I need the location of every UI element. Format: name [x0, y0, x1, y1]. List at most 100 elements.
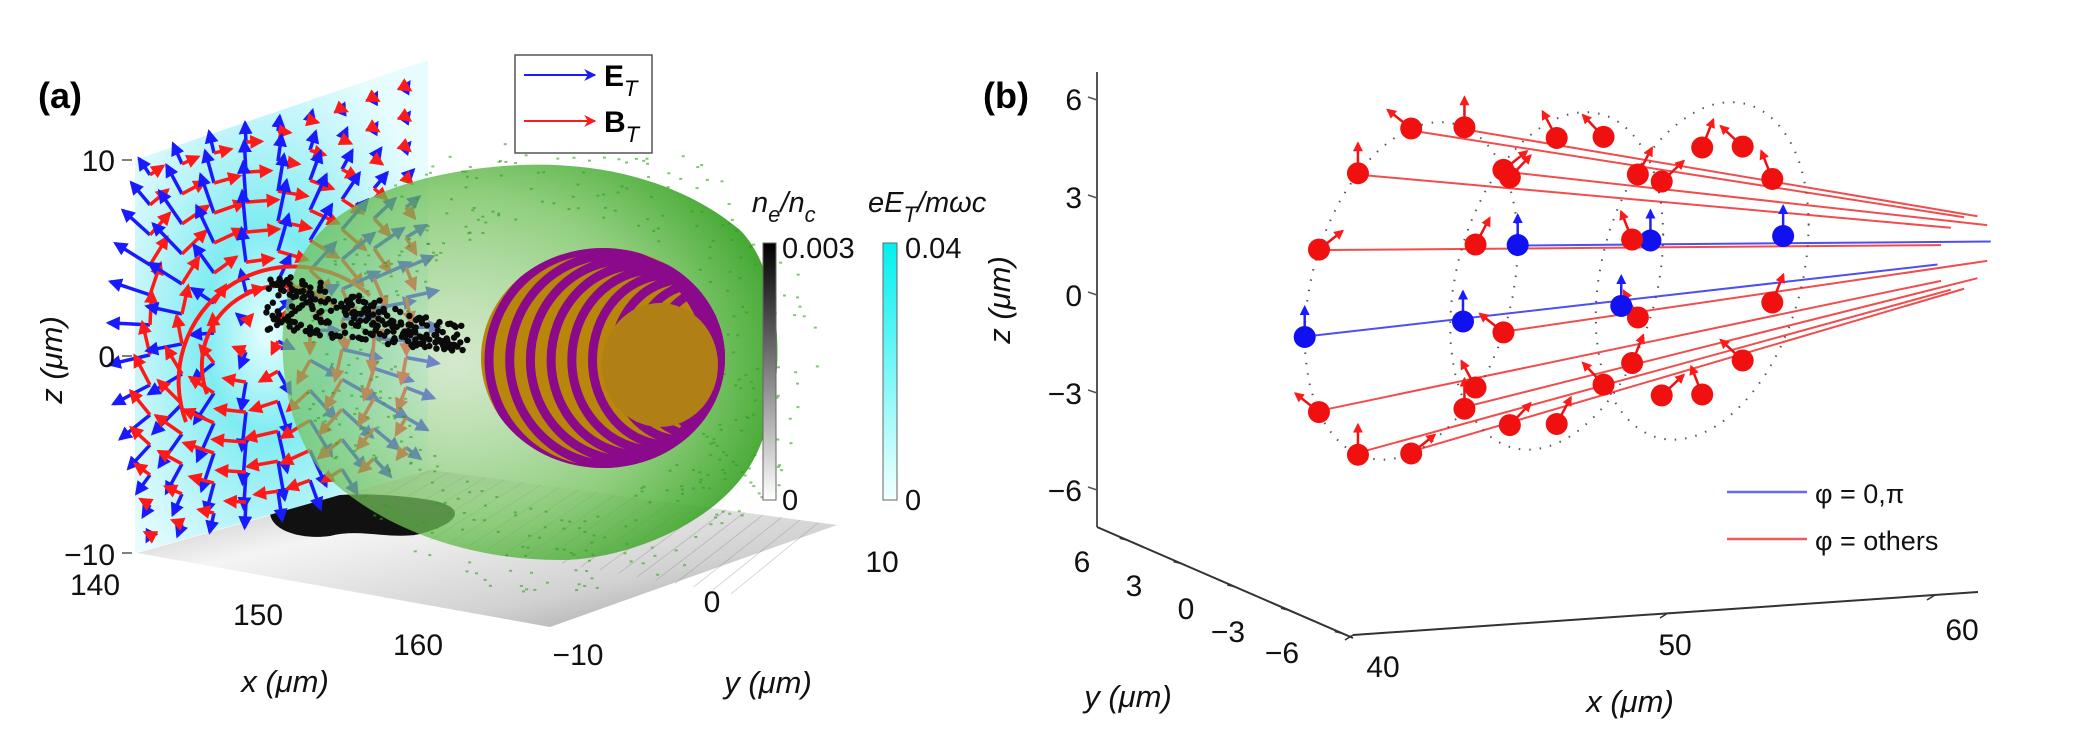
e-field-arrow [198, 452, 216, 494]
shell-speck [602, 156, 606, 159]
shell-speck [322, 414, 326, 417]
shell-speck [524, 554, 528, 557]
shell-speck [796, 273, 800, 276]
shell-speck [448, 155, 452, 158]
b-field-arrow [128, 388, 152, 416]
e-field-arrow [107, 278, 151, 297]
b-y-tick: −3 [1211, 616, 1245, 649]
panel-a-label: (a) [38, 75, 82, 116]
shell-speck [415, 270, 419, 273]
shell-speck [726, 289, 730, 292]
shell-speck [749, 244, 753, 247]
shell-speck [384, 265, 388, 268]
shell-speck [335, 455, 339, 458]
a-legend: ET BT [514, 54, 653, 154]
shell-speck [776, 394, 780, 397]
a-z-tick: 0 [98, 341, 115, 374]
e-field-arrow [236, 381, 251, 413]
shell-speck [394, 290, 398, 293]
trajectory-other [1348, 288, 1952, 457]
shell-speck [336, 281, 340, 284]
shell-speck [680, 485, 684, 488]
shell-speck [388, 470, 392, 473]
b-z-axis-label: z (μm) [982, 256, 1017, 345]
shell-speck [641, 562, 645, 565]
shell-speck [430, 481, 434, 484]
b-x-tick: 40 [1366, 651, 1399, 684]
shell-speck [571, 195, 575, 198]
bunch-electron [286, 281, 293, 288]
shell-speck [360, 385, 364, 388]
bunch-electron [410, 341, 417, 348]
shell-speck [499, 174, 503, 177]
e-field-arrow [236, 267, 251, 293]
shell-speck [525, 588, 529, 591]
electron-point-other [1545, 413, 1568, 435]
shell-speck [706, 473, 710, 476]
shell-speck [533, 588, 537, 591]
shell-speck [709, 523, 713, 526]
shell-speck [407, 238, 411, 241]
shell-speck [338, 423, 342, 426]
shell-speck [741, 305, 745, 308]
shell-speck [734, 384, 738, 387]
shell-speck [777, 366, 781, 369]
shell-speck [537, 536, 541, 539]
shell-speck [334, 263, 338, 266]
shell-speck [449, 198, 453, 201]
shell-speck [576, 183, 580, 186]
shell-speck [623, 552, 627, 555]
b-field-arrow [180, 229, 208, 256]
shell-speck [424, 280, 428, 283]
bunch-electron [375, 308, 383, 316]
shell-speck [740, 429, 744, 432]
shell-speck [543, 526, 547, 529]
b-field-arrow [368, 151, 385, 166]
shell-speck [715, 444, 719, 447]
shell-speck [497, 214, 501, 217]
shell-speck [775, 396, 779, 399]
shell-speck [731, 460, 735, 463]
shell-speck [652, 230, 656, 233]
shell-speck [719, 428, 723, 431]
shell-speck [374, 456, 378, 459]
b-field-arrow [156, 449, 183, 466]
striped-sphere [481, 248, 725, 468]
a-z-tick: 10 [82, 145, 115, 178]
bunch-electron [452, 323, 459, 331]
b-field-arrow [245, 164, 274, 179]
shell-speck [529, 571, 533, 574]
shell-speck [665, 489, 669, 492]
b-field-arrow [242, 429, 279, 443]
shell-speck [393, 417, 397, 420]
bunch-electron [355, 292, 363, 300]
bunch-electron [307, 290, 315, 297]
shell-speck [702, 432, 706, 435]
shell-speck [721, 469, 725, 472]
shell-speck [709, 454, 713, 457]
shell-speck [373, 392, 377, 395]
b-field-arrow [222, 494, 247, 509]
b-field-arrow [181, 407, 215, 425]
shell-speck [355, 357, 359, 360]
shell-speck [343, 238, 347, 241]
b-y-labels: 6 3 0 −3 −6 y (μm) [1074, 546, 1299, 714]
shell-speck [378, 396, 382, 399]
e-field-arrow [340, 170, 361, 201]
b-field-arrow [138, 497, 154, 511]
shell-speck [475, 177, 479, 180]
b-field-arrow [231, 344, 247, 358]
shell-speck [634, 519, 638, 522]
shell-speck [321, 390, 325, 393]
bunch-electron [297, 288, 304, 295]
e-field-arrow [305, 129, 320, 151]
sphere-stripe [588, 270, 725, 450]
bunch-electron [266, 325, 274, 332]
shell-speck [422, 521, 426, 524]
shell-speck [625, 187, 629, 190]
b-field-arrow [277, 124, 293, 139]
b-field-arrow [181, 155, 201, 168]
shell-speck [752, 413, 756, 416]
shell-speck [359, 307, 363, 310]
shell-speck [418, 468, 422, 471]
